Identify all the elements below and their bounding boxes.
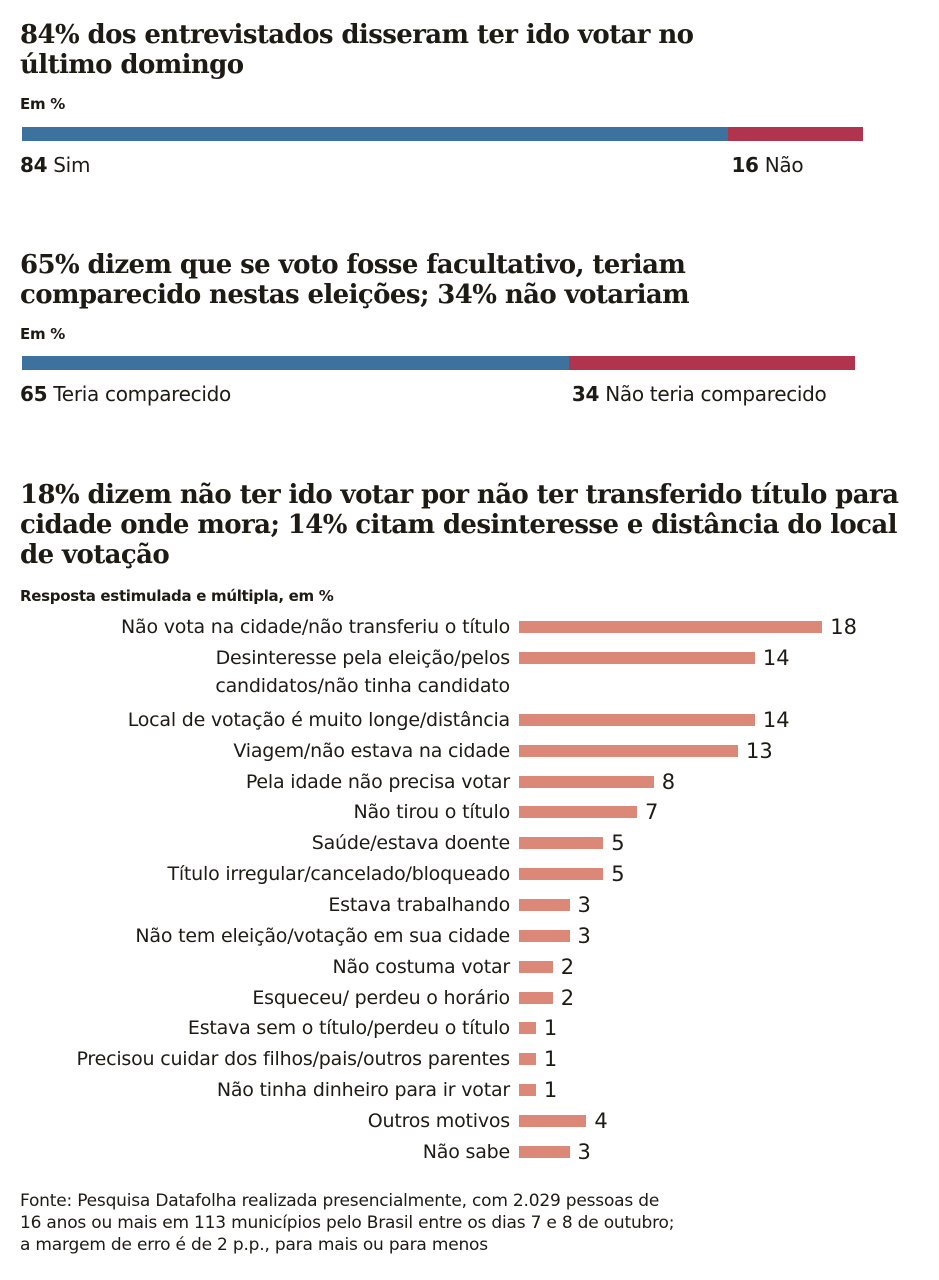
stacked-bar-segment	[22, 127, 729, 141]
segment-name: Não teria comparecido	[599, 382, 827, 406]
chart2-title: 65% dizem que se voto fosse facultativo,…	[20, 250, 690, 310]
bar	[519, 806, 637, 819]
value-label: 7	[644, 800, 659, 825]
category-label: Estava trabalhando	[328, 893, 510, 916]
category-label: Não tinha dinheiro para ir votar	[216, 1079, 510, 1102]
segment-value: 16	[731, 153, 759, 177]
value-label: 2	[560, 954, 575, 979]
chart1-title: 84% dos entrevistados disseram ter ido v…	[20, 20, 694, 80]
value-label: 13	[746, 738, 773, 763]
bar	[519, 868, 604, 881]
category-label: Desinteresse pela eleição/pelos candidato…	[215, 646, 510, 697]
bar	[519, 1084, 536, 1097]
segment-label: 84 Sim	[20, 153, 90, 177]
category-label: Pela idade não precisa votar	[245, 770, 510, 793]
value-label: 14	[762, 707, 790, 732]
value-label: 3	[577, 892, 591, 917]
bar	[519, 1145, 570, 1158]
category-label: Local de votação é muito longe/distância	[127, 708, 511, 731]
bar	[519, 960, 553, 973]
chart3-title: 18% dizem não ter ido votar por não ter …	[20, 480, 899, 570]
category-label: Não vota na cidade/não transferiu o títu…	[121, 616, 510, 638]
category-label: Viagem/não estava na cidade	[233, 739, 510, 762]
category-label: Esqueceu/ perdeu o horário	[252, 986, 510, 1009]
bar	[519, 837, 604, 850]
category-label: Não tem eleição/votação em sua cidade	[135, 924, 510, 947]
category-label: Título irregular/cancelado/bloqueado	[167, 863, 510, 886]
segment-label: 16 Não	[731, 153, 803, 177]
bar	[519, 929, 570, 942]
segment-value: 34	[571, 382, 600, 406]
source-footer: Fonte: Pesquisa Datafolha realizada pres…	[20, 1191, 675, 1255]
value-label: 8	[661, 769, 676, 794]
bar	[519, 744, 739, 757]
category-label: Não costuma votar	[332, 955, 510, 978]
bar	[519, 1053, 536, 1066]
segment-value: 84	[20, 153, 48, 177]
segment-name: Sim	[47, 153, 91, 177]
segment-name: Teria comparecido	[47, 382, 231, 406]
value-label: 5	[611, 831, 625, 856]
segment-value: 65	[20, 382, 48, 406]
chart3-subtitle: Resposta estimulada e múltipla, em %	[20, 587, 334, 605]
value-label: 5	[611, 862, 625, 887]
value-label: 1	[543, 1078, 558, 1103]
value-label: 1	[543, 1047, 558, 1072]
category-label: Não sabe	[422, 1140, 510, 1163]
bar	[519, 713, 755, 726]
category-label: Saúde/estava doente	[311, 832, 510, 855]
category-label: Estava sem o título/perdeu o título	[187, 1017, 510, 1040]
bar	[519, 621, 823, 633]
bar	[519, 651, 755, 664]
value-label: 3	[577, 923, 591, 948]
category-label: Precisou cuidar dos filhos/pais/outros p…	[76, 1048, 510, 1071]
category-label: Outros motivos	[367, 1109, 510, 1132]
value-label: 1	[543, 1016, 558, 1041]
bar	[519, 898, 570, 911]
stacked-bar-segment	[728, 127, 863, 141]
chart1-subtitle: Em %	[20, 95, 65, 113]
bar	[519, 1022, 536, 1035]
value-label: 18	[830, 615, 858, 639]
stacked-bar-segment	[22, 356, 569, 370]
bar	[519, 991, 553, 1004]
category-label: Não tirou o título	[353, 801, 510, 824]
bar	[519, 1114, 587, 1127]
value-label: 4	[594, 1108, 608, 1133]
stacked-bar-segment	[568, 356, 855, 370]
segment-label: 34 Não teria comparecido	[572, 382, 827, 406]
segment-name: Não	[758, 153, 804, 177]
segment-label: 65 Teria comparecido	[20, 382, 231, 406]
chart2-subtitle: Em %	[20, 325, 65, 343]
bar	[519, 775, 654, 788]
value-label: 2	[560, 985, 575, 1010]
value-label: 14	[762, 645, 790, 670]
value-label: 3	[577, 1139, 591, 1164]
